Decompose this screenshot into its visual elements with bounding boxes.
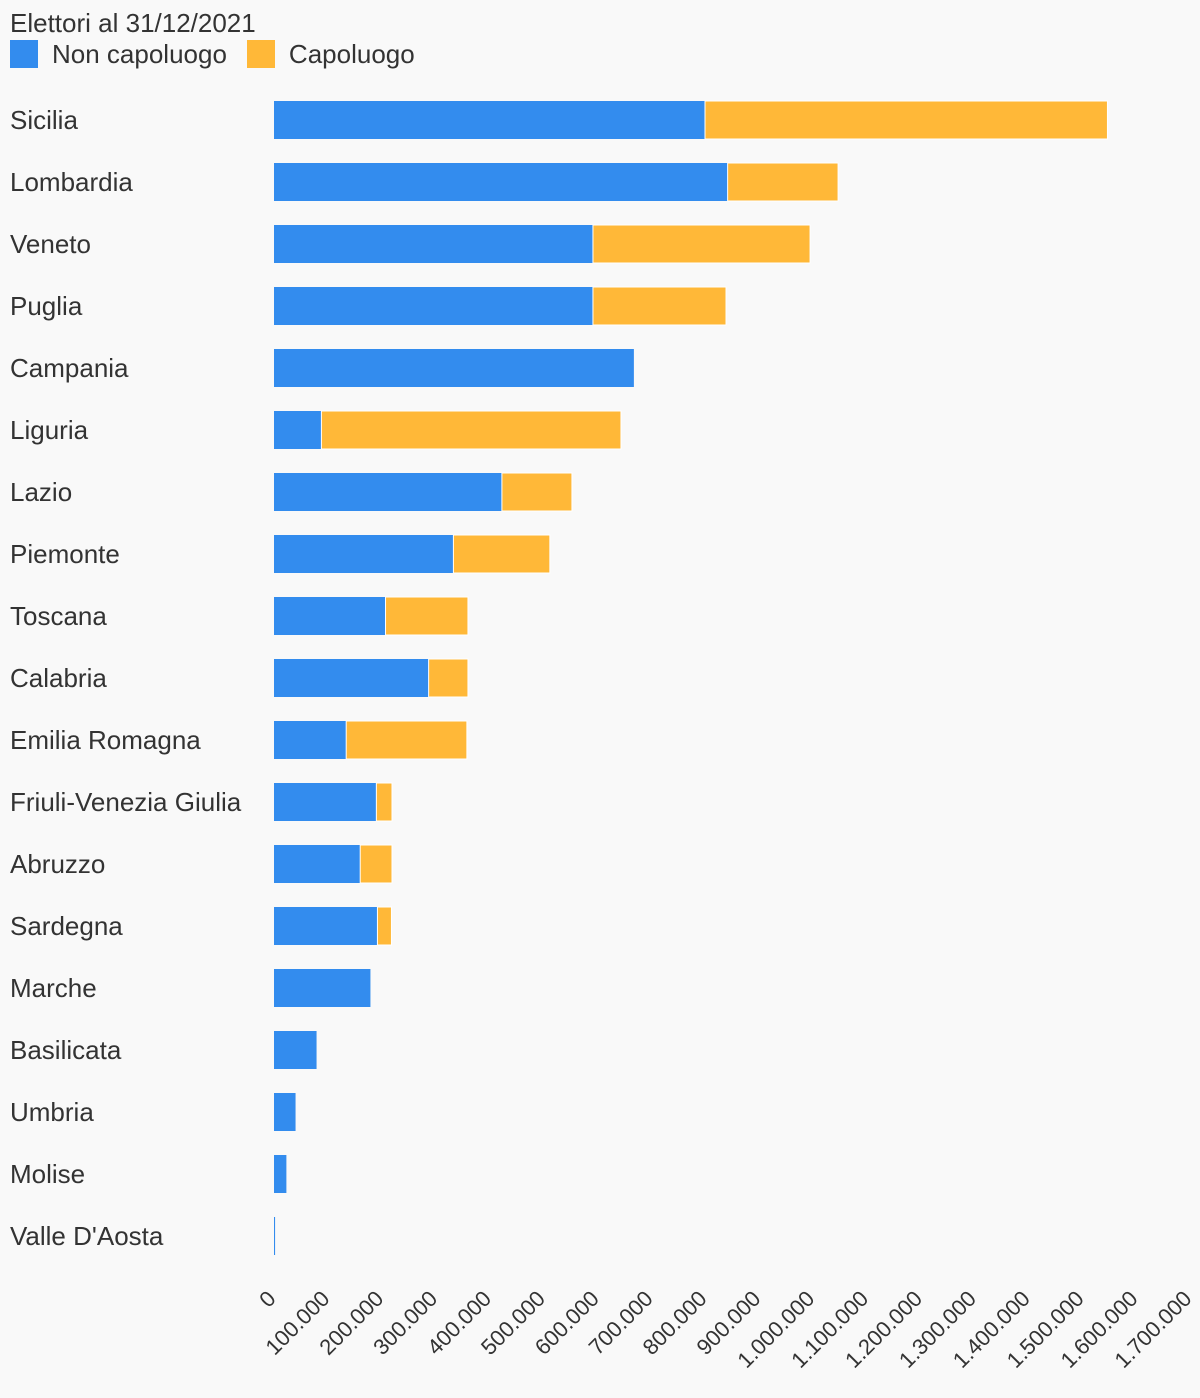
bar-umbria-non-capoluogo[interactable]: [274, 1093, 296, 1131]
bar-liguria-capoluogo[interactable]: [320, 410, 622, 450]
bar-abruzzo-capoluogo[interactable]: [359, 844, 393, 884]
legend-swatch-non-capoluogo: [10, 40, 38, 68]
bar-marche-non-capoluogo[interactable]: [274, 969, 371, 1007]
bar-sardegna-capoluogo[interactable]: [376, 906, 392, 946]
bar-sicilia-non-capoluogo[interactable]: [274, 101, 705, 139]
category-label-piemonte: Piemonte: [10, 539, 120, 569]
category-label-campania: Campania: [10, 353, 129, 383]
category-label-calabria: Calabria: [10, 663, 107, 693]
bar-lombardia-non-capoluogo[interactable]: [274, 163, 728, 201]
legend-item-capoluogo[interactable]: Capoluogo: [246, 38, 415, 70]
bar-valle-d-aosta-non-capoluogo[interactable]: [274, 1217, 276, 1255]
legend-swatch-capoluogo: [246, 40, 275, 68]
category-label-toscana: Toscana: [10, 601, 107, 631]
bar-lazio-non-capoluogo[interactable]: [274, 473, 502, 511]
bars: [274, 100, 1108, 1255]
chart-title: Elettori al 31/12/2021: [10, 8, 256, 38]
bar-sardegna-non-capoluogo[interactable]: [274, 907, 378, 945]
bar-calabria-capoluogo[interactable]: [428, 658, 469, 698]
category-label-friuli-venezia-giulia: Friuli-Venezia Giulia: [10, 787, 242, 817]
category-label-marche: Marche: [10, 973, 97, 1003]
category-label-sardegna: Sardegna: [10, 911, 123, 941]
category-label-sicilia: Sicilia: [10, 105, 78, 135]
bar-basilicata-non-capoluogo[interactable]: [274, 1031, 317, 1069]
category-label-puglia: Puglia: [10, 291, 83, 321]
category-label-lombardia: Lombardia: [10, 167, 133, 197]
category-label-liguria: Liguria: [10, 415, 89, 445]
x-tick-label-0: 0: [254, 1286, 280, 1312]
category-labels: Sicilia Lombardia Veneto Puglia Campania Ligu…: [10, 105, 242, 1251]
bar-calabria-non-capoluogo[interactable]: [274, 659, 429, 697]
bar-molise-non-capoluogo[interactable]: [274, 1155, 287, 1193]
legend: Non capoluogo Capoluogo: [10, 38, 435, 70]
legend-label-capoluogo: Capoluogo: [288, 38, 415, 69]
bar-sicilia-capoluogo[interactable]: [704, 100, 1108, 140]
bar-emilia-romagna-capoluogo[interactable]: [345, 720, 468, 760]
bar-friuli-venezia-giulia-capoluogo[interactable]: [375, 782, 393, 822]
category-label-emilia-romagna: Emilia Romagna: [10, 725, 201, 755]
bar-emilia-romagna-non-capoluogo[interactable]: [274, 721, 347, 759]
bar-abruzzo-non-capoluogo[interactable]: [274, 845, 361, 883]
bar-piemonte-non-capoluogo[interactable]: [274, 535, 454, 573]
category-label-umbria: Umbria: [10, 1097, 94, 1127]
category-label-abruzzo: Abruzzo: [10, 849, 105, 879]
bar-puglia-capoluogo[interactable]: [592, 286, 727, 326]
legend-item-non-capoluogo[interactable]: Non capoluogo: [10, 39, 227, 70]
bar-lazio-capoluogo[interactable]: [501, 472, 573, 512]
category-label-basilicata: Basilicata: [10, 1035, 122, 1065]
bar-piemonte-capoluogo[interactable]: [452, 534, 551, 574]
bar-veneto-capoluogo[interactable]: [592, 224, 811, 264]
bar-toscana-non-capoluogo[interactable]: [274, 597, 386, 635]
bar-lombardia-capoluogo[interactable]: [727, 162, 839, 202]
category-label-molise: Molise: [10, 1159, 85, 1189]
bar-friuli-venezia-giulia-non-capoluogo[interactable]: [274, 783, 377, 821]
legend-label-non-capoluogo: Non capoluogo: [52, 38, 227, 69]
category-label-veneto: Veneto: [10, 229, 91, 259]
bar-liguria-non-capoluogo[interactable]: [274, 411, 322, 449]
x-axis: 0100.000200.000300.000400.000500.000600.…: [254, 1286, 1196, 1373]
bar-toscana-capoluogo[interactable]: [385, 596, 469, 636]
bar-campania-non-capoluogo[interactable]: [274, 349, 634, 387]
category-label-lazio: Lazio: [10, 477, 72, 507]
bar-veneto-non-capoluogo[interactable]: [274, 225, 593, 263]
category-label-valle-d-aosta: Valle D'Aosta: [10, 1221, 164, 1251]
bar-puglia-non-capoluogo[interactable]: [274, 287, 593, 325]
